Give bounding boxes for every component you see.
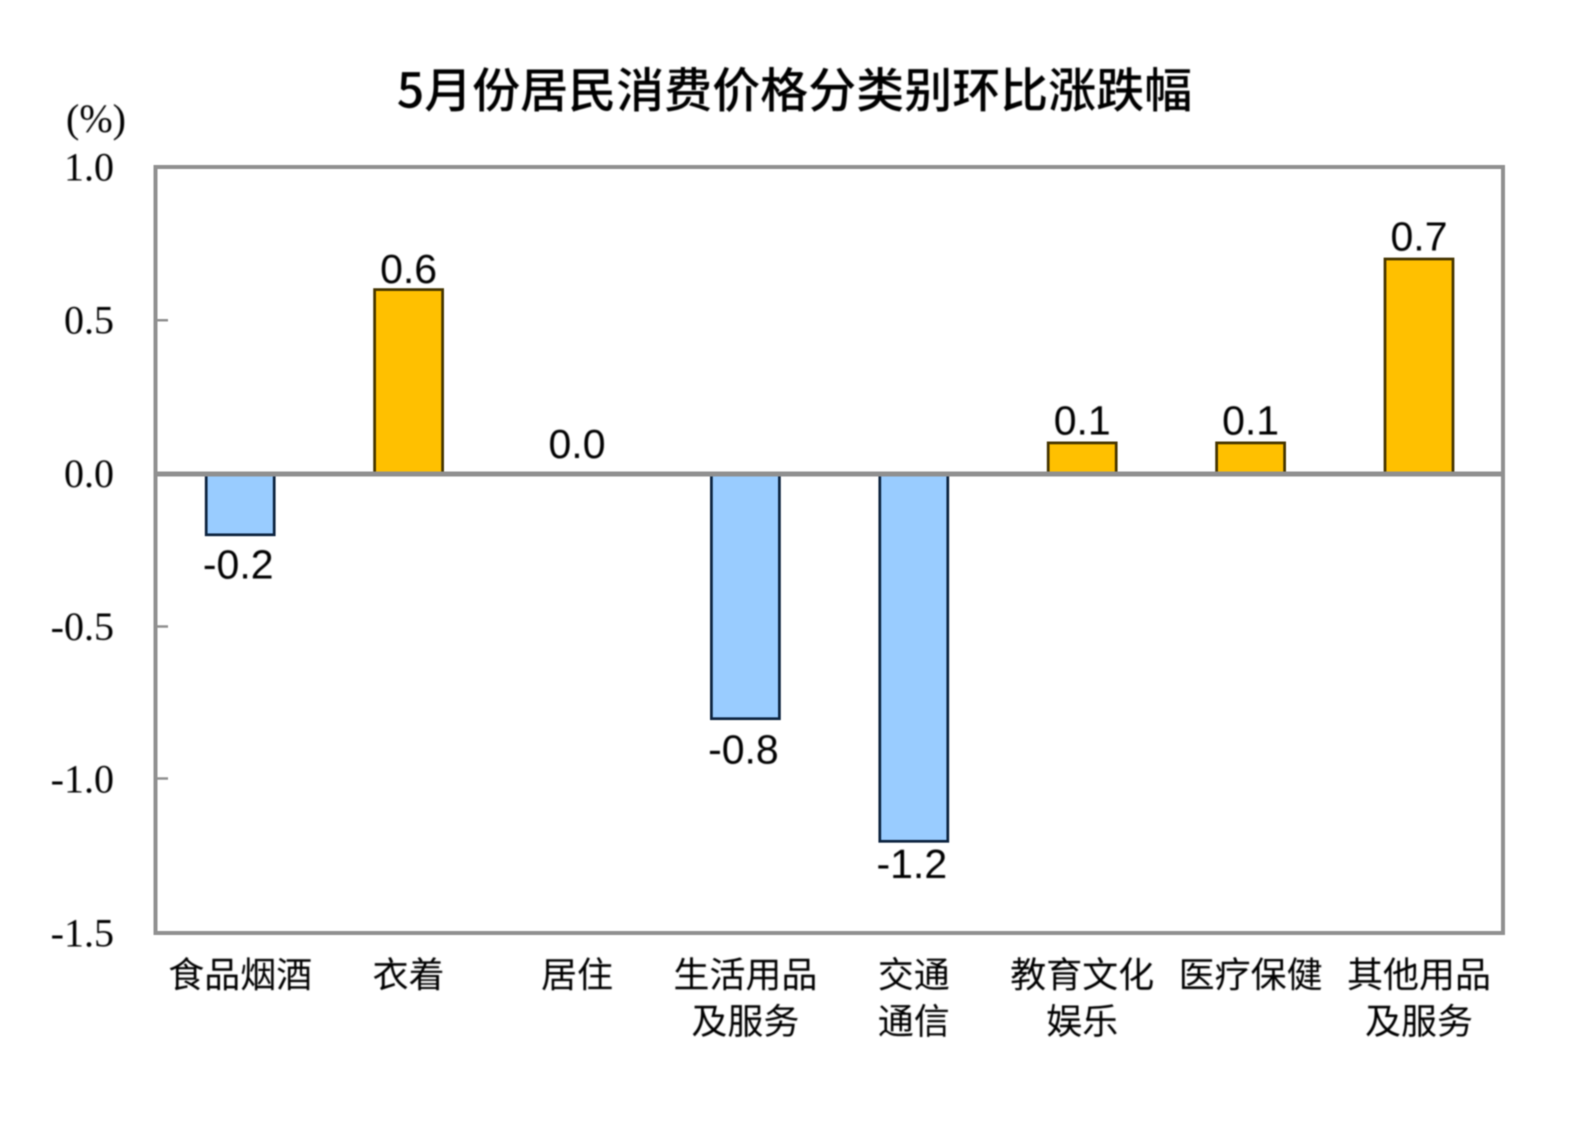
svg-text:0.5: 0.5 xyxy=(64,298,114,343)
svg-text:-0.5: -0.5 xyxy=(51,604,114,649)
svg-text:(%): (%) xyxy=(66,96,126,141)
svg-text:1.0: 1.0 xyxy=(64,144,114,189)
svg-text:-1.2: -1.2 xyxy=(876,841,947,887)
svg-text:-0.2: -0.2 xyxy=(203,542,274,588)
svg-text:0.1: 0.1 xyxy=(1054,398,1111,444)
svg-text:0.1: 0.1 xyxy=(1222,398,1279,444)
svg-text:-1.5: -1.5 xyxy=(51,911,114,956)
svg-text:0.6: 0.6 xyxy=(380,246,437,292)
svg-text:0.7: 0.7 xyxy=(1391,214,1448,260)
svg-text:-0.8: -0.8 xyxy=(708,727,779,773)
svg-text:-1.0: -1.0 xyxy=(51,757,114,802)
svg-text:0.0: 0.0 xyxy=(549,421,606,467)
svg-text:0.0: 0.0 xyxy=(64,451,114,496)
